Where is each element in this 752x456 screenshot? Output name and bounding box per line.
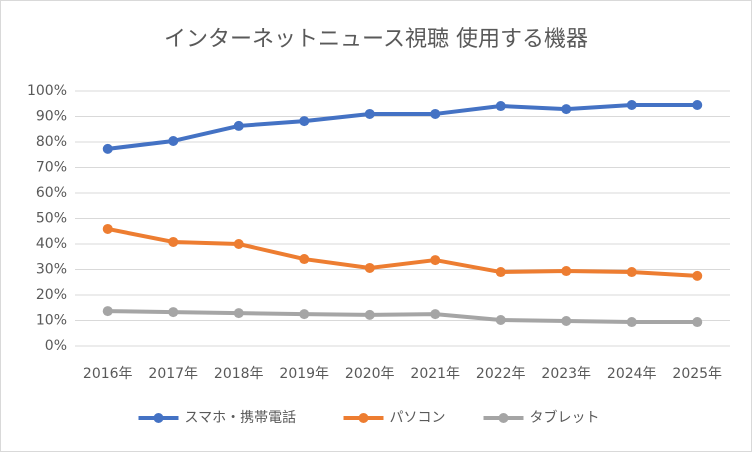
x-tick-label: 2023年 bbox=[541, 366, 591, 382]
y-tick-label: 0% bbox=[45, 338, 67, 354]
x-tick-label: 2019年 bbox=[279, 366, 329, 382]
legend-label: タブレット bbox=[530, 409, 600, 426]
marker bbox=[168, 236, 179, 247]
marker bbox=[102, 306, 113, 317]
marker bbox=[233, 308, 244, 319]
x-tick-label: 2021年 bbox=[410, 366, 460, 382]
y-tick-label: 90% bbox=[36, 109, 67, 125]
y-tick-label: 30% bbox=[36, 262, 67, 278]
marker bbox=[430, 108, 441, 119]
marker bbox=[692, 270, 703, 281]
legend-marker bbox=[498, 413, 509, 423]
marker bbox=[495, 314, 506, 325]
marker bbox=[299, 309, 310, 320]
marker bbox=[561, 316, 572, 327]
marker bbox=[561, 266, 572, 277]
marker bbox=[299, 116, 310, 127]
x-tick-label: 2022年 bbox=[476, 366, 526, 382]
y-tick-label: 20% bbox=[36, 287, 67, 303]
x-tick-label: 2020年 bbox=[345, 366, 395, 382]
marker bbox=[495, 267, 506, 278]
y-tick-label: 10% bbox=[36, 313, 67, 329]
marker bbox=[233, 120, 244, 131]
series-line bbox=[105, 309, 700, 325]
legend-label: スマホ・携帯電話 bbox=[185, 409, 297, 426]
marker bbox=[561, 104, 572, 115]
marker bbox=[364, 262, 375, 273]
series-line bbox=[105, 103, 700, 151]
marker bbox=[626, 100, 637, 111]
legend-marker bbox=[358, 413, 369, 423]
marker bbox=[430, 309, 441, 320]
x-tick-label: 2017年 bbox=[148, 366, 198, 382]
marker bbox=[364, 108, 375, 119]
chart-title: インターネットニュース視聴 使用する機器 bbox=[164, 27, 588, 52]
y-tick-label: 100% bbox=[27, 83, 67, 99]
marker bbox=[102, 143, 113, 154]
marker bbox=[168, 307, 179, 318]
marker bbox=[692, 100, 703, 111]
marker bbox=[430, 255, 441, 266]
y-tick-label: 80% bbox=[36, 134, 67, 150]
marker bbox=[626, 267, 637, 278]
y-tick-label: 50% bbox=[36, 211, 67, 227]
y-tick-label: 70% bbox=[36, 160, 67, 176]
legend-marker bbox=[153, 413, 164, 423]
marker bbox=[102, 223, 113, 234]
marker bbox=[626, 317, 637, 328]
x-tick-label: 2024年 bbox=[607, 366, 657, 382]
marker bbox=[495, 101, 506, 112]
legend-label: パソコン bbox=[390, 410, 446, 426]
marker bbox=[233, 239, 244, 249]
x-tick-label: 2016年 bbox=[83, 366, 133, 382]
series-line bbox=[105, 226, 700, 278]
marker bbox=[299, 254, 310, 265]
marker bbox=[364, 309, 375, 320]
x-tick-label: 2018年 bbox=[214, 366, 264, 382]
y-tick-label: 60% bbox=[36, 185, 67, 201]
x-tick-label: 2025年 bbox=[672, 366, 722, 382]
y-tick-label: 40% bbox=[36, 236, 67, 252]
marker bbox=[168, 135, 179, 146]
marker bbox=[692, 317, 703, 328]
